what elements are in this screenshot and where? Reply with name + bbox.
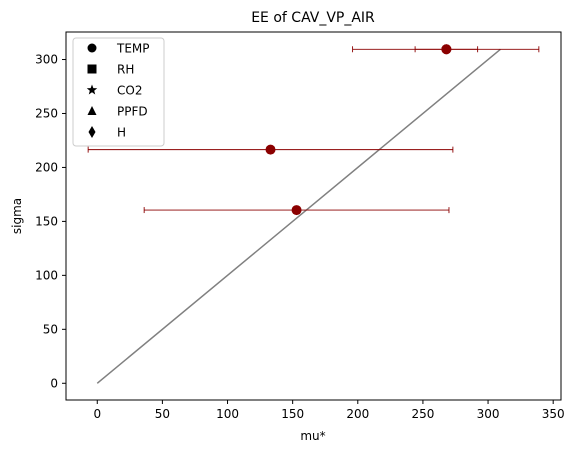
legend-marker-3 (87, 106, 97, 115)
y-tick-label-5: 250 (35, 106, 58, 120)
legend-label-0: TEMP (116, 42, 150, 56)
x-tick-label-2: 100 (216, 407, 239, 421)
legend-marker-0 (87, 43, 97, 53)
y-axis-label: sigma (10, 198, 24, 234)
data-point-1 (441, 44, 452, 55)
x-tick-label-4: 200 (346, 407, 369, 421)
reference-line (96, 48, 501, 384)
y-tick-label-4: 200 (35, 160, 58, 174)
legend: TEMP RH CO2 PPFD H (72, 37, 165, 147)
y-tick-label-6: 300 (35, 53, 58, 67)
data-point-3 (291, 205, 302, 216)
legend-label-1: RH (117, 63, 134, 77)
legend-label-3: PPFD (117, 105, 148, 119)
y-tick-label-2: 100 (35, 268, 58, 282)
x-tick-label-1: 50 (155, 407, 170, 421)
legend-marker-2 (86, 84, 98, 95)
x-tick-label-6: 300 (477, 407, 500, 421)
y-tick-label-1: 50 (43, 322, 58, 336)
y-tick-label-3: 150 (35, 214, 58, 228)
data-point-2 (265, 144, 276, 155)
x-tick-label-5: 250 (411, 407, 434, 421)
legend-label-4: H (117, 126, 126, 140)
x-axis-label: mu* (300, 429, 325, 443)
plot-frame (65, 31, 562, 401)
chart-title: EE of CAV_VP_AIR (251, 10, 375, 26)
x-tick-label-7: 350 (542, 407, 565, 421)
x-tick-label-3: 150 (281, 407, 304, 421)
legend-marker-4 (88, 126, 96, 138)
legend-label-2: CO2 (117, 84, 142, 98)
legend-marker-1 (87, 64, 97, 74)
x-tick-label-0: 0 (93, 407, 101, 421)
y-tick-label-0: 0 (50, 376, 58, 390)
